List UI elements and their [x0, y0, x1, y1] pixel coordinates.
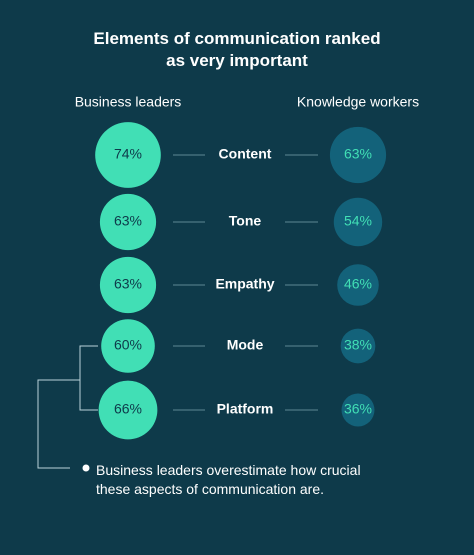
series-header: Knowledge workers: [297, 94, 419, 110]
bubble: [337, 264, 379, 306]
annotation: Business leaders overestimate how crucia…: [96, 462, 361, 497]
bracket-inner: [79, 345, 98, 411]
value-label: 60%: [114, 337, 142, 353]
value-label: 38%: [344, 337, 372, 353]
value-label: 74%: [114, 146, 142, 162]
value-label: 63%: [344, 146, 372, 162]
category-label: Mode: [227, 337, 264, 353]
bubble: [341, 393, 375, 427]
bubble: [99, 193, 157, 251]
bubble: [340, 328, 376, 364]
bubble: [98, 380, 158, 440]
category-label: Empathy: [215, 276, 274, 292]
value-label: 63%: [114, 213, 142, 229]
category-label: Content: [219, 146, 272, 162]
bubble: [99, 256, 157, 314]
category-label: Platform: [217, 401, 274, 417]
value-label: 36%: [344, 401, 372, 417]
category-label: Tone: [229, 213, 262, 229]
value-label: 46%: [344, 276, 372, 292]
value-label: 66%: [114, 401, 142, 417]
chart-title: Elements of communication ranked as very…: [93, 29, 381, 70]
series-header: Business leaders: [75, 94, 182, 110]
bullet: [82, 464, 90, 472]
bubble: [101, 319, 155, 373]
value-label: 54%: [344, 213, 372, 229]
bubble: [333, 197, 383, 247]
value-label: 63%: [114, 276, 142, 292]
bubble: [95, 122, 161, 188]
bracket-outer: [37, 379, 80, 469]
bubble: [329, 126, 387, 184]
bracket: [37, 345, 98, 469]
